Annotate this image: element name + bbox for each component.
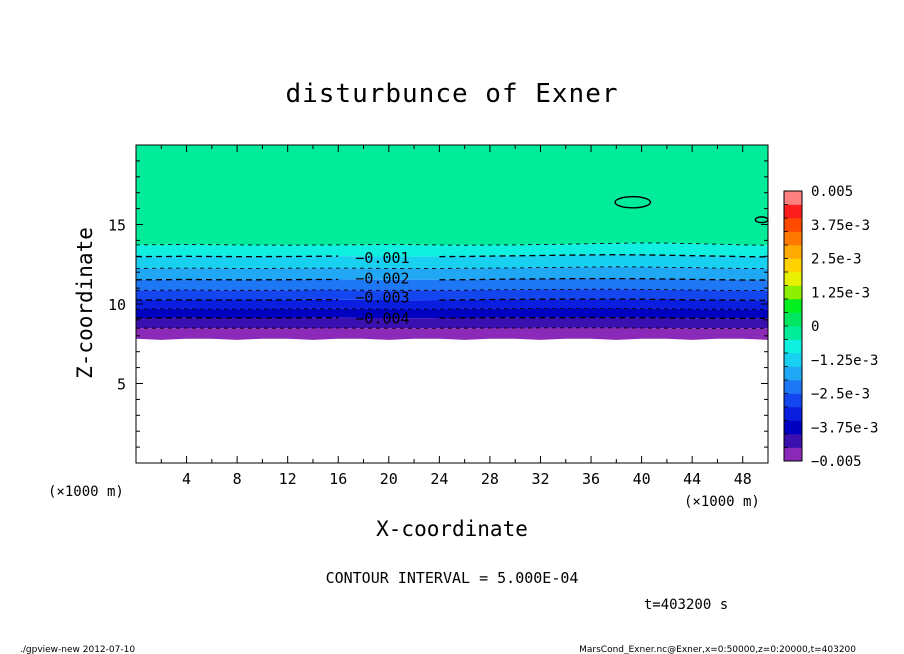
x-tick-label: 20 [380,470,398,488]
closed-contour [614,195,652,209]
x-tick-labels: 4 8 12 16 20 24 28 32 36 40 44 48 [182,470,752,488]
contour-band [136,266,768,281]
colorbar-segment [784,393,802,408]
colorbar-segment [784,285,802,300]
colorbar-labels: 0.005 3.75e-3 2.5e-3 1.25e-3 0 −1.25e-3 −2.5e-… [811,184,878,470]
y-tick-label: 15 [108,217,126,235]
colorbar: 0.005 3.75e-3 2.5e-3 1.25e-3 0 −1.25e-3 −2.5e-… [783,184,878,470]
footer-left: ./gpview-new 2012-07-10 [20,645,135,654]
contour-line [135,266,769,270]
colorbar-label: 2.5e-3 [811,252,862,268]
colorbar-label: 1.25e-3 [811,285,870,301]
colorbar-segment [784,380,802,394]
contour-label: −0.003 [355,289,409,307]
contour-line [439,277,769,281]
contour-lines [135,195,769,329]
contour-interval-text: CONTOUR INTERVAL = 5.000E-04 [326,569,579,587]
x-tick-label: 32 [531,470,549,488]
filled-contours [136,145,768,340]
x-tick-label: 12 [279,470,297,488]
colorbar-segment [784,326,802,340]
colorbar-segment [784,407,802,421]
x-unit-label: (×1000 m) [684,494,760,510]
colorbar-segment [784,258,802,273]
x-tick-label: 4 [182,470,191,488]
contour-label: −0.002 [355,270,409,288]
x-tick-label: 8 [233,470,242,488]
axis-ticks [136,145,768,463]
colorbar-segment [784,204,802,219]
colorbar-frame [783,190,803,462]
contour-band [136,254,768,269]
colorbar-label: −1.25e-3 [811,353,878,369]
contour-line [135,308,769,310]
x-tick-label: 44 [683,470,701,488]
colorbar-segment [784,366,802,381]
colorbar-segment [784,353,802,367]
colorbar-segment [784,299,802,313]
contour-band [136,289,768,301]
y-tick-label: 5 [117,376,126,394]
plot-area: −0.001−0.002−0.003−0.004 4 8 12 16 20 24 28 32 3… [108,144,769,488]
contour-band [136,308,768,319]
colorbar-label: 0.005 [811,184,853,200]
contour-band [136,242,768,257]
contour-line [135,288,769,291]
footer-right: MarsCond_Exner.nc@Exner,x=0:50000,z=0:20… [579,645,856,654]
contour-line [439,316,768,319]
contour-labels: −0.001 −0.002−0.003 −0.004 [355,249,409,327]
x-tick-label: 48 [734,470,752,488]
colorbar-segment [784,191,802,205]
colorbar-segment [784,231,802,246]
contour-band [136,327,768,340]
contour-band [136,278,768,291]
contour-band [136,145,768,246]
colorbar-segment [784,272,802,286]
colorbar-label: −0.005 [811,454,862,470]
colorbar-label: −3.75e-3 [811,420,878,436]
y-axis-label: Z-coordinate [73,227,97,379]
y-tick-label: 10 [108,296,126,314]
x-tick-label: 28 [481,470,499,488]
x-axis-label: X-coordinate [376,517,528,541]
colorbar-segment [784,420,802,435]
contour-line [135,255,339,258]
y-tick-labels: 5 10 15 [108,217,126,394]
contour-line [439,298,769,301]
contour-line [439,254,769,258]
contour-label: −0.001 [355,249,409,267]
x-tick-label: 40 [633,470,651,488]
contour-label: −0.004 [355,309,409,327]
colorbar-segment [784,245,802,259]
colorbar-segment [784,218,802,232]
contour-band [136,299,768,310]
x-tick-label: 24 [430,470,448,488]
time-text: t=403200 s [644,597,728,613]
contour-band [136,317,768,329]
y-unit-label: (×1000 m) [48,484,124,500]
x-tick-label: 36 [582,470,600,488]
chart-title: disturbunce of Exner [285,79,618,109]
colorbar-segment [784,339,802,354]
contour-line [135,242,769,246]
colorbar-label: 3.75e-3 [811,218,870,234]
x-tick-label: 16 [329,470,347,488]
colorbar-segment [784,312,802,327]
colorbar-label: 0 [811,319,819,335]
colorbar-label: −2.5e-3 [811,387,870,403]
colorbar-segment [784,434,802,448]
colorbar-segment [784,447,802,462]
